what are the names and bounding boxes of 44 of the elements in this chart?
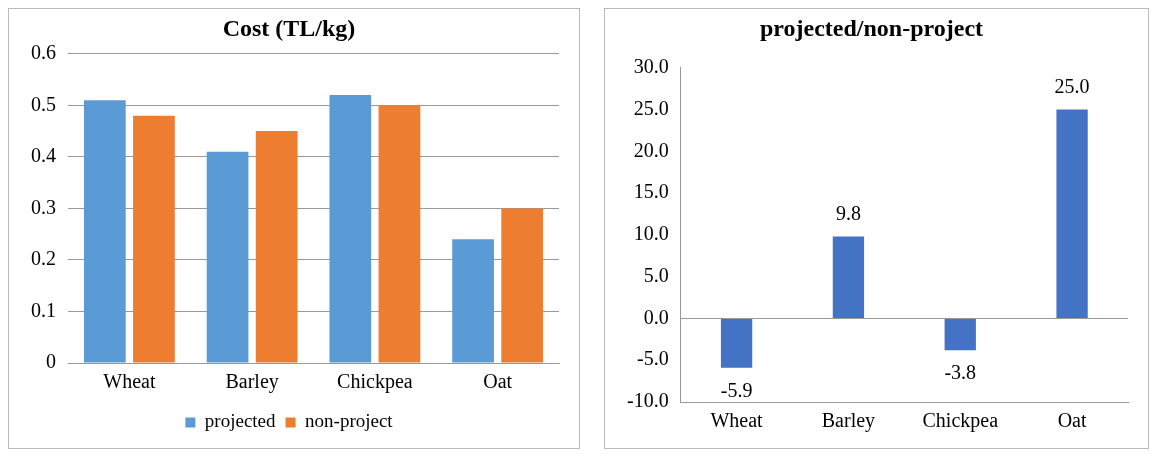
y-tick-label: -5.0 xyxy=(636,347,669,370)
data-label: -5.9 xyxy=(720,378,753,401)
bar xyxy=(832,236,865,318)
y-tick-label: 15.0 xyxy=(633,180,669,203)
x-tick-label: Chickpea xyxy=(337,370,413,394)
data-label: -3.8 xyxy=(944,361,977,384)
y-tick-label: 5.0 xyxy=(643,263,669,286)
y-tick-label: 20.0 xyxy=(633,138,669,161)
bar xyxy=(378,105,421,363)
x-tick-label: Wheat xyxy=(103,370,156,393)
chart-title: Cost (TL/kg) xyxy=(222,14,356,41)
legend-label: projected xyxy=(204,410,277,432)
legend-label: non-project xyxy=(305,410,394,432)
y-tick-label: 0.3 xyxy=(31,195,56,218)
bar xyxy=(255,131,298,363)
y-tick-label: 25.0 xyxy=(633,96,669,119)
x-tick-label: Wheat xyxy=(710,409,764,432)
bar xyxy=(452,239,494,363)
x-tick-label: Barley xyxy=(821,409,876,433)
bar xyxy=(206,151,249,363)
y-tick-label: 0 xyxy=(46,350,56,373)
y-tick-label: -10.0 xyxy=(626,389,669,412)
y-tick-label: 0.2 xyxy=(31,247,56,270)
x-tick-label: Chickpea xyxy=(922,409,999,433)
bar xyxy=(133,115,175,363)
x-tick-label: Oat xyxy=(1057,409,1087,432)
y-tick-label: 0.0 xyxy=(643,305,669,328)
bar xyxy=(329,95,372,363)
chart-title: projected/non-project xyxy=(759,14,984,41)
bar xyxy=(1056,109,1088,318)
y-tick-label: 0.5 xyxy=(31,92,56,115)
bar xyxy=(501,208,544,363)
bar xyxy=(944,318,976,351)
y-tick-label: 30.0 xyxy=(633,55,669,78)
bar xyxy=(720,318,753,368)
data-label: 25.0 xyxy=(1054,74,1090,97)
data-label: 9.8 xyxy=(835,201,861,224)
y-tick-label: 0.6 xyxy=(31,41,56,64)
y-tick-label: 0.4 xyxy=(31,144,56,167)
y-tick-label: 10.0 xyxy=(633,222,669,245)
y-tick-label: 0.1 xyxy=(31,298,56,321)
x-tick-label: Oat xyxy=(483,370,513,393)
x-tick-label: Barley xyxy=(225,370,279,394)
bar xyxy=(83,100,126,363)
